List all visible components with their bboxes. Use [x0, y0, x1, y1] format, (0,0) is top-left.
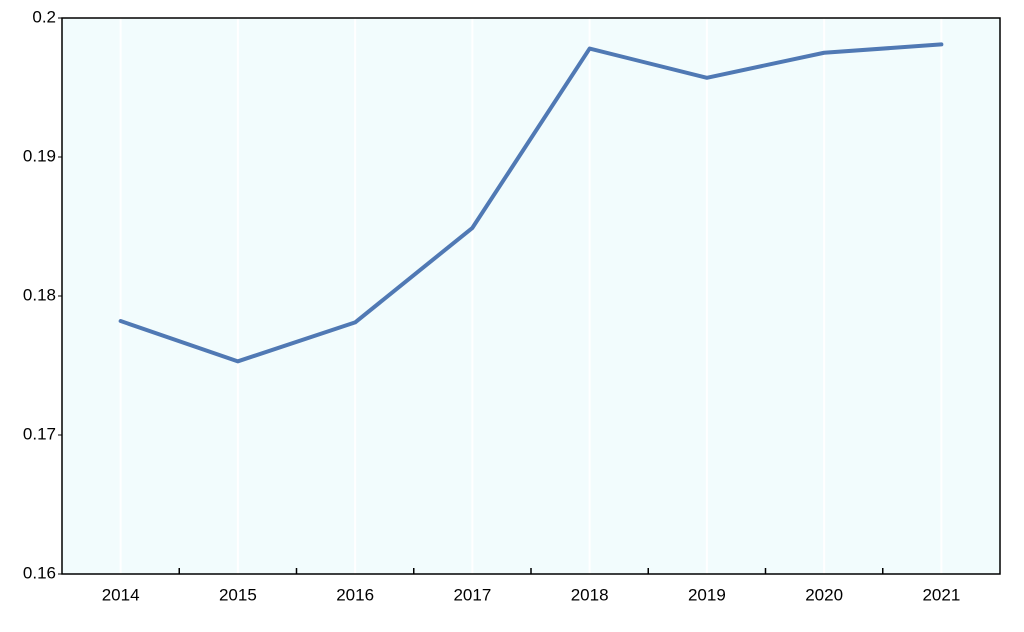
y-tick-label: 0.19 — [23, 146, 56, 165]
x-tick-label: 2014 — [102, 585, 140, 604]
x-tick-label: 2015 — [219, 585, 257, 604]
x-tick-label: 2016 — [336, 585, 374, 604]
x-tick-label: 2020 — [805, 585, 843, 604]
y-tick-label: 0.2 — [32, 7, 56, 26]
x-tick-label: 2018 — [571, 585, 609, 604]
x-tick-label: 2021 — [922, 585, 960, 604]
plot-frame — [61, 17, 1001, 575]
plot-area — [62, 18, 1000, 574]
y-tick-label: 0.17 — [23, 424, 56, 443]
data-line — [118, 42, 944, 364]
y-tick-label: 0.18 — [23, 285, 56, 304]
x-tick-label: 2019 — [688, 585, 726, 604]
x-tick-label: 2017 — [453, 585, 491, 604]
y-tick-label: 0.16 — [23, 563, 56, 582]
